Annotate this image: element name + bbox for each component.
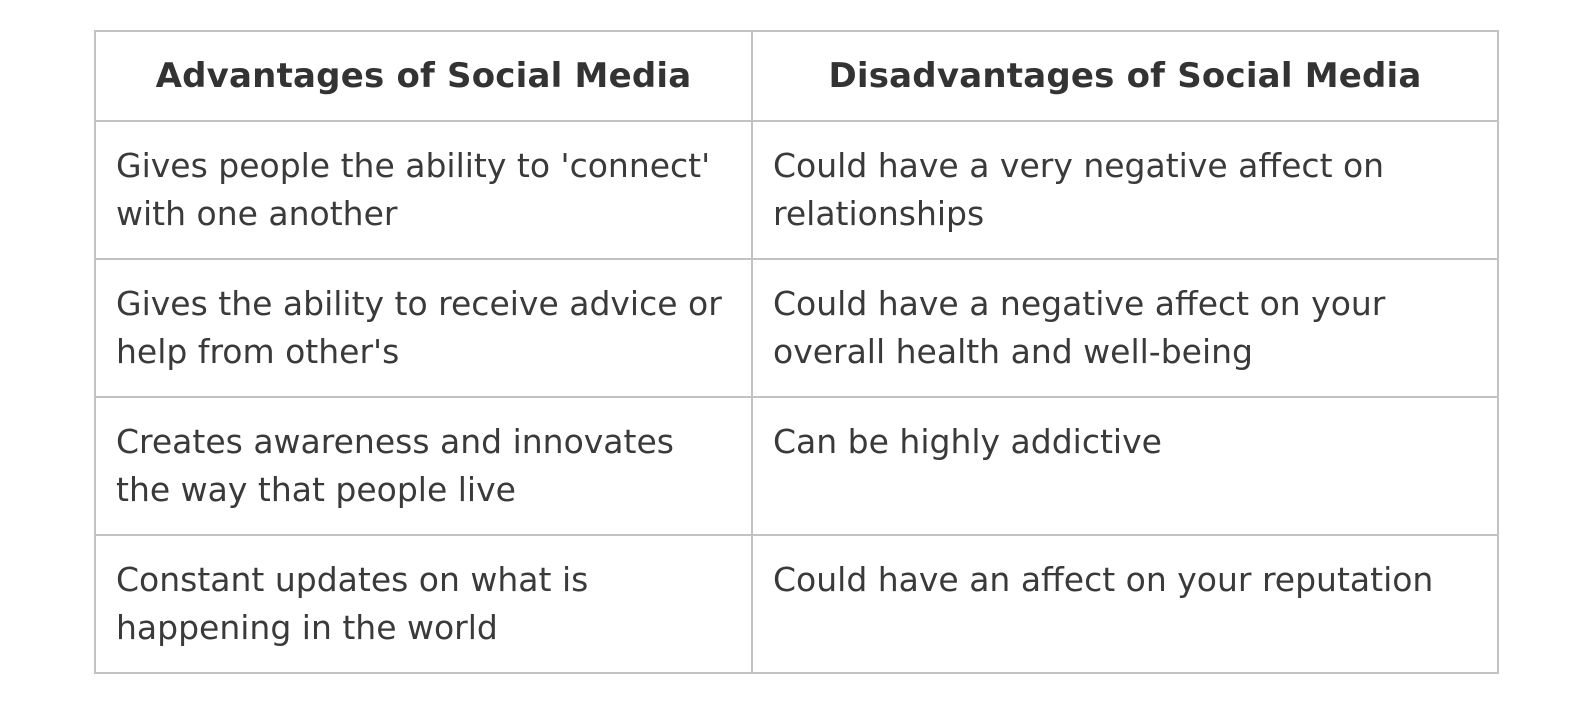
advantage-cell: Gives people the ability to 'connect' wi… [94, 120, 753, 260]
disadvantage-cell: Could have an affect on your reputation [751, 534, 1499, 674]
table-row: Gives people the ability to 'connect' wi… [94, 120, 1499, 260]
header-disadvantages: Disadvantages of Social Media [751, 30, 1499, 122]
table-body: Gives people the ability to 'connect' wi… [94, 120, 1499, 674]
comparison-table: Advantages of Social Media Disadvantages… [94, 30, 1499, 674]
header-row: Advantages of Social Media Disadvantages… [94, 30, 1499, 122]
disadvantage-cell: Can be highly addictive [751, 396, 1499, 536]
table-row: Creates awareness and innovates the way … [94, 396, 1499, 536]
header-advantages: Advantages of Social Media [94, 30, 753, 122]
advantage-cell: Gives the ability to receive advice or h… [94, 258, 753, 398]
advantage-cell: Creates awareness and innovates the way … [94, 396, 753, 536]
table-header: Advantages of Social Media Disadvantages… [94, 30, 1499, 122]
table-row: Constant updates on what is happening in… [94, 534, 1499, 674]
disadvantage-cell: Could have a very negative affect on rel… [751, 120, 1499, 260]
disadvantage-cell: Could have a negative affect on your ove… [751, 258, 1499, 398]
table-row: Gives the ability to receive advice or h… [94, 258, 1499, 398]
advantage-cell: Constant updates on what is happening in… [94, 534, 753, 674]
